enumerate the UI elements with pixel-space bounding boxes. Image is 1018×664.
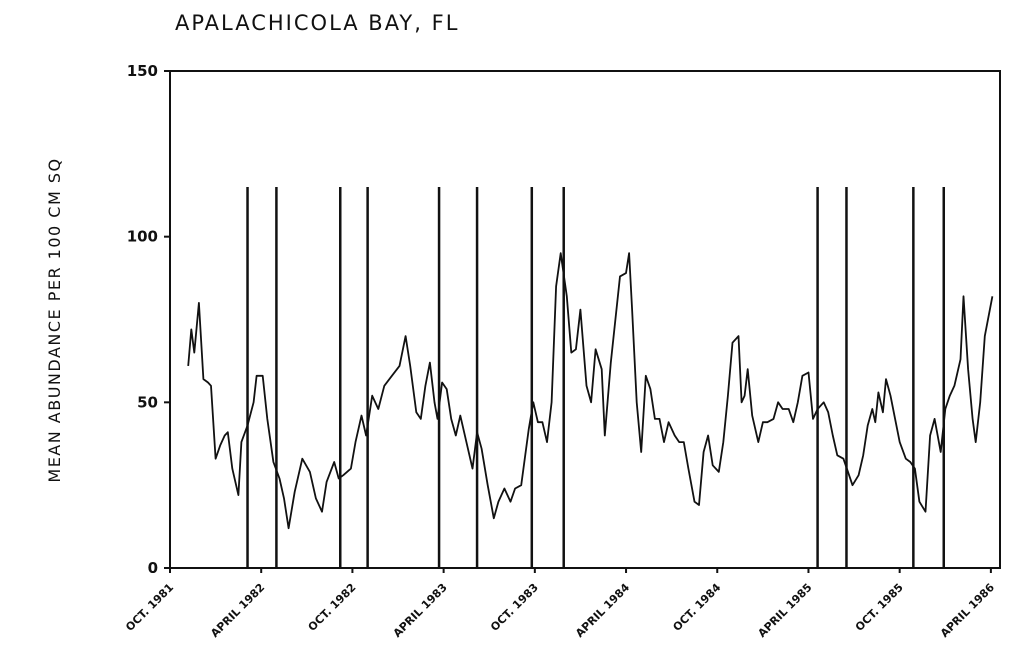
x-tick-label: APRIL 1982 — [208, 581, 267, 640]
x-tick-label: OCT. 1985 — [853, 581, 906, 634]
x-tick-label: APRIL 1986 — [938, 581, 997, 640]
data-line — [187, 252, 994, 530]
x-tick-label: OCT. 1983 — [488, 581, 541, 634]
y-tick-label: 100 — [127, 228, 158, 246]
chart-title: APALACHICOLA BAY, FL — [175, 11, 459, 35]
y-axis-label: MEAN ABUNDANCE PER 100 CM SQ — [45, 157, 64, 482]
x-tick-label: APRIL 1985 — [755, 581, 814, 640]
x-tick-label: OCT. 1984 — [670, 581, 723, 634]
y-tick-label: 0 — [148, 559, 158, 577]
plot-frame — [169, 70, 1001, 569]
y-tick-label: 50 — [137, 393, 158, 411]
x-tick-label: APRIL 1984 — [573, 581, 632, 640]
y-tick-label: 150 — [127, 62, 158, 80]
x-tick-label: OCT. 1982 — [306, 581, 359, 634]
x-tick-label: APRIL 1983 — [391, 581, 450, 640]
x-tick-label: OCT. 1981 — [123, 581, 176, 634]
